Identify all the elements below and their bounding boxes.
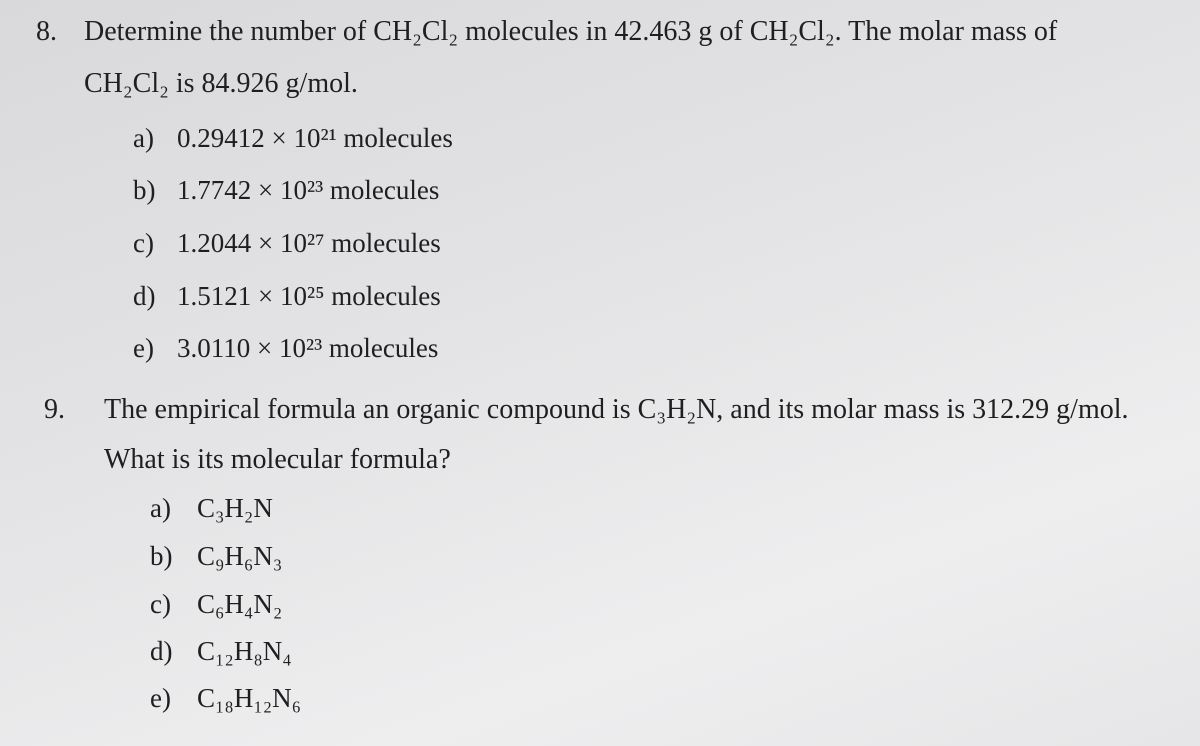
option-letter: a): [150, 493, 171, 523]
option-letter: c): [150, 589, 171, 619]
option-text: 0.29412 × 10²¹ molecules: [177, 123, 453, 153]
option-letter: b): [150, 541, 173, 571]
option-text: C₁₈H₁₂N₆: [197, 683, 302, 713]
option-text: C₆H₄N₂: [197, 589, 283, 619]
question-text: The empirical formula an organic compoun…: [104, 394, 1129, 425]
option-letter: e): [150, 683, 171, 713]
option-text: 1.5121 × 10²⁵ molecules: [177, 281, 441, 311]
option-text: 1.2044 × 10²⁷ molecules: [177, 228, 441, 258]
question-number: 8.: [36, 16, 57, 47]
question-text: What is its molecular formula?: [104, 444, 451, 475]
option-text: 1.7742 × 10²³ molecules: [177, 175, 440, 205]
option-letter: c): [133, 228, 154, 258]
option-letter: e): [133, 333, 154, 363]
question-number: 9.: [44, 394, 65, 425]
option-letter: b): [133, 175, 156, 205]
option-text: C₃H₂N: [197, 493, 273, 523]
question-text: Determine the number of CH₂Cl₂ molecules…: [84, 16, 1058, 47]
option-letter: a): [133, 123, 154, 153]
option-text: C₉H₆N₃: [197, 541, 283, 571]
option-text: 3.0110 × 10²³ molecules: [177, 333, 439, 363]
option-letter: d): [150, 636, 173, 666]
option-letter: d): [133, 281, 156, 311]
option-text: C₁₂H₈N₄: [197, 636, 292, 666]
question-text: CH₂Cl₂ is 84.926 g/mol.: [84, 68, 358, 99]
